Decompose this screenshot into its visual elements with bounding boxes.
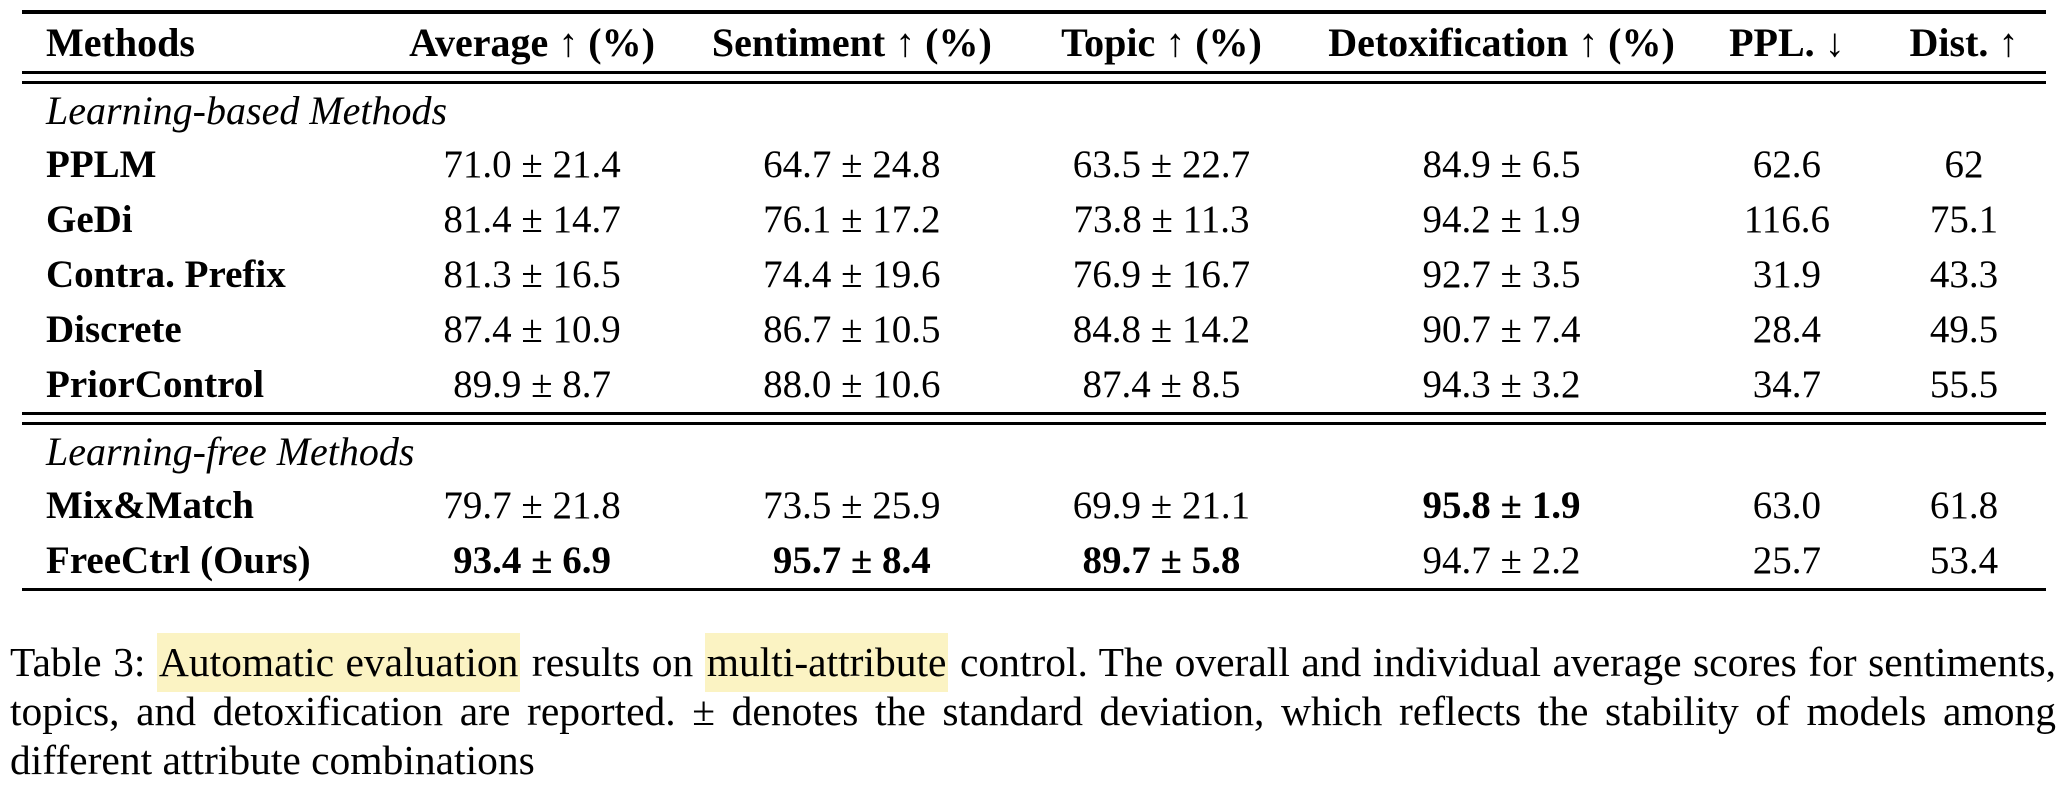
caption-prefix: Table 3: bbox=[10, 639, 157, 685]
sentiment-value: 76.1 ± 17.2 bbox=[763, 198, 941, 241]
section-header-learning-free: Learning-free Methods bbox=[22, 425, 2046, 478]
average-value: 81.3 ± 16.5 bbox=[443, 253, 621, 296]
detoxification-value: 92.7 ± 3.5 bbox=[1422, 253, 1581, 296]
method-name: Mix&Match bbox=[46, 484, 254, 527]
results-table: Methods Average ↑ (%) Sentiment ↑ (%) To… bbox=[22, 10, 2046, 591]
average-value: 71.0 ± 21.4 bbox=[443, 143, 621, 186]
topic-value: 69.9 ± 21.1 bbox=[1072, 484, 1251, 527]
detoxification-value: 84.9 ± 6.5 bbox=[1422, 143, 1581, 186]
dist-value: 55.5 bbox=[1929, 363, 1999, 406]
table-row-mix-and-match: Mix&Match 79.7 ± 21.8 73.5 ± 25.9 69.9 ±… bbox=[22, 478, 2046, 533]
method-name: GeDi bbox=[46, 198, 133, 241]
caption-middle: results on bbox=[520, 639, 705, 685]
column-header-detoxification: Detoxification ↑ (%) bbox=[1328, 20, 1675, 65]
sentiment-value: 88.0 ± 10.6 bbox=[763, 363, 941, 406]
column-header-sentiment: Sentiment ↑ (%) bbox=[711, 20, 992, 65]
average-value: 79.7 ± 21.8 bbox=[443, 484, 621, 527]
detoxification-value: 94.7 ± 2.2 bbox=[1422, 539, 1581, 582]
caption-highlight-multi-attribute: multi-attribute bbox=[704, 633, 949, 692]
column-header-methods: Methods bbox=[46, 20, 195, 65]
detoxification-value: 94.2 ± 1.9 bbox=[1422, 198, 1581, 241]
method-name: PPLM bbox=[46, 143, 157, 186]
column-header-dist: Dist. ↑ bbox=[1909, 20, 2019, 65]
section-title: Learning-based Methods bbox=[46, 88, 448, 133]
topic-value: 84.8 ± 14.2 bbox=[1072, 308, 1251, 351]
table-row-pplm: PPLM 71.0 ± 21.4 64.7 ± 24.8 63.5 ± 22.7… bbox=[22, 137, 2046, 192]
topic-value: 76.9 ± 16.7 bbox=[1072, 253, 1251, 296]
method-name: Contra. Prefix bbox=[46, 253, 286, 296]
sentiment-value: 74.4 ± 19.6 bbox=[763, 253, 941, 296]
average-value: 93.4 ± 6.9 bbox=[453, 539, 611, 582]
sentiment-value: 86.7 ± 10.5 bbox=[763, 308, 941, 351]
detoxification-value: 94.3 ± 3.2 bbox=[1422, 363, 1581, 406]
dist-value: 62 bbox=[1944, 143, 1984, 186]
method-name: PriorControl bbox=[46, 363, 265, 406]
column-header-average: Average ↑ (%) bbox=[409, 20, 655, 65]
sentiment-value: 95.7 ± 8.4 bbox=[772, 539, 931, 582]
ppl-value: 63.0 bbox=[1752, 484, 1821, 527]
dist-value: 75.1 bbox=[1929, 198, 1999, 241]
caption-rest: control. The overall and individual aver… bbox=[10, 639, 2057, 783]
column-header-ppl: PPL. ↓ bbox=[1729, 20, 1845, 65]
section-header-learning-based: Learning-based Methods bbox=[22, 84, 2046, 137]
table-row-contra-prefix: Contra. Prefix 81.3 ± 16.5 74.4 ± 19.6 7… bbox=[22, 247, 2046, 302]
table-header-row: Methods Average ↑ (%) Sentiment ↑ (%) To… bbox=[22, 14, 2046, 71]
ppl-value: 62.6 bbox=[1752, 143, 1821, 186]
table-row-freectrl-ours: FreeCtrl (Ours) 93.4 ± 6.9 95.7 ± 8.4 89… bbox=[22, 533, 2046, 588]
dist-value: 49.5 bbox=[1929, 308, 1999, 351]
dist-value: 53.4 bbox=[1929, 539, 1999, 582]
average-value: 81.4 ± 14.7 bbox=[443, 198, 621, 241]
topic-value: 87.4 ± 8.5 bbox=[1082, 363, 1241, 406]
table-top-rule bbox=[22, 10, 2046, 14]
ppl-value: 25.7 bbox=[1752, 539, 1821, 582]
topic-value: 73.8 ± 11.3 bbox=[1073, 198, 1250, 241]
ppl-value: 34.7 bbox=[1752, 363, 1821, 406]
table-row-gedi: GeDi 81.4 ± 14.7 76.1 ± 17.2 73.8 ± 11.3… bbox=[22, 192, 2046, 247]
ppl-value: 28.4 bbox=[1752, 308, 1821, 351]
topic-value: 89.7 ± 5.8 bbox=[1082, 539, 1241, 582]
column-header-topic: Topic ↑ (%) bbox=[1061, 20, 1262, 65]
table-bottom-rule bbox=[22, 588, 2046, 591]
table-row-priorcontrol: PriorControl 89.9 ± 8.7 88.0 ± 10.6 87.4… bbox=[22, 357, 2046, 412]
caption-highlight-automatic-evaluation: Automatic evaluation bbox=[156, 633, 521, 692]
ppl-value: 31.9 bbox=[1752, 253, 1821, 296]
table-row-discrete: Discrete 87.4 ± 10.9 86.7 ± 10.5 84.8 ± … bbox=[22, 302, 2046, 357]
section-double-rule bbox=[22, 412, 2046, 425]
average-value: 89.9 ± 8.7 bbox=[453, 363, 611, 406]
ppl-value: 116.6 bbox=[1743, 198, 1831, 241]
sentiment-value: 73.5 ± 25.9 bbox=[763, 484, 941, 527]
dist-value: 61.8 bbox=[1929, 484, 1999, 527]
topic-value: 63.5 ± 22.7 bbox=[1072, 143, 1251, 186]
method-name: FreeCtrl (Ours) bbox=[46, 539, 311, 582]
header-double-rule bbox=[22, 71, 2046, 84]
average-value: 87.4 ± 10.9 bbox=[443, 308, 621, 351]
sentiment-value: 64.7 ± 24.8 bbox=[763, 143, 941, 186]
dist-value: 43.3 bbox=[1929, 253, 1999, 296]
table-caption: Table 3: Automatic evaluation results on… bbox=[10, 633, 2057, 785]
method-name: Discrete bbox=[46, 308, 182, 351]
detoxification-value: 95.8 ± 1.9 bbox=[1422, 484, 1581, 527]
detoxification-value: 90.7 ± 7.4 bbox=[1422, 308, 1581, 351]
section-title: Learning-free Methods bbox=[46, 429, 415, 474]
